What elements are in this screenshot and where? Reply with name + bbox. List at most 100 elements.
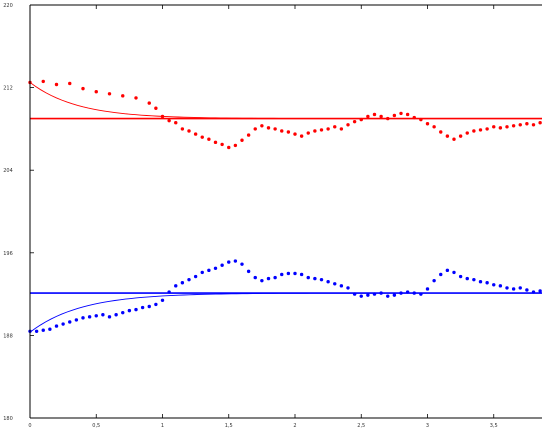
- data-point: [445, 134, 450, 138]
- data-point: [485, 281, 489, 285]
- data-point: [134, 307, 138, 312]
- data-point: [339, 127, 344, 131]
- data-point: [399, 111, 403, 116]
- data-point: [140, 305, 145, 310]
- series-0: [28, 79, 542, 150]
- fit-curve: [29, 292, 542, 333]
- data-point: [180, 127, 185, 131]
- data-point: [372, 112, 377, 117]
- data-point: [386, 116, 390, 121]
- data-point: [68, 320, 72, 324]
- data-point: [505, 125, 509, 129]
- data-point: [180, 281, 185, 285]
- data-point: [525, 288, 529, 292]
- data-point: [419, 292, 423, 296]
- data-point: [405, 290, 410, 294]
- data-point: [498, 126, 503, 130]
- data-point: [472, 277, 476, 282]
- data-point: [333, 125, 337, 129]
- x-tick-label: 3,5: [490, 423, 498, 429]
- data-point: [386, 294, 390, 298]
- series-1: [28, 259, 542, 333]
- x-tick-label: 1,5: [225, 423, 233, 429]
- data-point: [313, 129, 317, 133]
- data-point: [432, 125, 436, 129]
- data-point: [538, 121, 542, 125]
- data-point: [81, 86, 85, 91]
- data-point: [34, 329, 39, 333]
- data-point: [352, 292, 357, 296]
- y-tick-label: 180: [3, 416, 13, 422]
- data-point: [273, 127, 277, 131]
- data-point: [167, 118, 171, 123]
- data-point: [452, 137, 456, 141]
- data-point: [306, 275, 310, 280]
- y-tick-label: 188: [3, 333, 13, 339]
- data-point: [511, 124, 516, 128]
- data-point: [425, 287, 430, 291]
- data-point: [339, 284, 344, 288]
- x-tick-label: 2,5: [357, 423, 365, 429]
- data-point: [260, 278, 264, 283]
- data-point: [240, 138, 244, 142]
- data-point: [160, 298, 165, 302]
- data-point: [121, 94, 125, 98]
- data-point: [41, 328, 45, 332]
- data-point: [412, 115, 416, 120]
- data-point: [352, 119, 357, 124]
- data-point: [121, 310, 125, 315]
- data-point: [107, 92, 112, 96]
- data-point: [439, 272, 443, 277]
- data-point: [213, 266, 218, 270]
- data-point: [465, 131, 469, 135]
- data-point: [207, 137, 211, 141]
- data-point: [193, 274, 198, 279]
- data-point: [372, 292, 377, 296]
- data-point: [200, 270, 204, 275]
- data-point: [154, 106, 158, 110]
- data-point: [101, 313, 105, 317]
- data-point: [167, 290, 171, 294]
- data-point: [379, 114, 383, 119]
- data-point: [280, 129, 284, 133]
- data-point: [346, 123, 350, 127]
- data-point: [114, 313, 118, 317]
- data-point: [478, 128, 483, 132]
- data-point: [366, 293, 370, 297]
- y-tick-label: 196: [3, 251, 13, 257]
- data-point: [147, 304, 151, 309]
- data-point: [54, 82, 59, 87]
- data-point: [246, 269, 251, 274]
- data-point: [207, 268, 211, 273]
- data-point: [538, 289, 542, 293]
- data-point: [227, 260, 231, 264]
- data-point: [87, 315, 92, 319]
- data-point: [293, 132, 297, 136]
- data-point: [227, 145, 231, 150]
- data-point: [233, 259, 238, 263]
- data-point: [412, 291, 416, 295]
- x-tick-label: 0: [28, 423, 31, 429]
- data-point: [405, 112, 410, 117]
- data-point: [48, 327, 52, 331]
- data-point: [319, 277, 324, 282]
- data-point: [319, 128, 324, 132]
- data-point: [419, 117, 423, 122]
- data-point: [478, 280, 483, 284]
- data-point: [299, 272, 304, 277]
- data-point: [346, 286, 350, 290]
- data-point: [147, 101, 151, 105]
- data-point: [458, 134, 463, 138]
- data-point: [286, 130, 291, 134]
- data-point: [492, 125, 496, 129]
- data-point: [187, 129, 191, 133]
- data-point: [458, 274, 463, 279]
- data-point: [399, 291, 403, 295]
- data-point: [293, 271, 297, 276]
- y-tick-label: 204: [3, 168, 13, 174]
- data-point: [452, 270, 456, 275]
- data-point: [200, 135, 204, 139]
- data-point: [174, 121, 178, 125]
- data-point: [41, 79, 45, 84]
